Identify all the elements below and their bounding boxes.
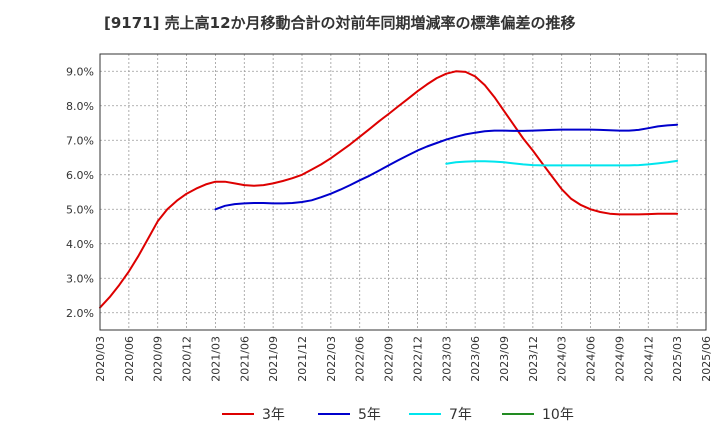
plot-area-background [100,54,706,330]
x-tick-label: 2025/03 [671,336,684,382]
x-tick-label: 2021/06 [238,336,251,382]
x-tick-label: 2025/06 [700,336,713,382]
x-tick-label: 2020/09 [152,336,165,382]
plot-area-border [99,53,707,331]
x-tick-label: 2023/03 [440,336,453,382]
x-tick-label: 2024/06 [585,336,598,382]
x-tick-label: 2020/12 [181,336,194,382]
x-tick-label: 2024/12 [642,336,655,382]
x-tick-label: 2023/12 [527,336,540,382]
y-tick-label: 7.0% [66,134,94,147]
x-tick-label: 2020/06 [123,336,136,382]
x-tick-label: 2022/06 [354,336,367,382]
legend-label-3: 7年 [449,407,472,423]
x-tick-label: 2020/03 [94,336,107,382]
y-tick-label: 4.0% [66,238,94,251]
legend-label-2: 5年 [358,407,381,423]
x-tick-label: 2022/12 [411,336,424,382]
x-tick-label: 2024/03 [556,336,569,382]
x-tick-label: 2021/12 [296,336,309,382]
y-tick-label: 9.0% [66,65,94,78]
x-tick-label: 2023/06 [469,336,482,382]
x-tick-label: 2024/09 [613,336,626,382]
y-tick-label: 6.0% [66,169,94,182]
y-tick-label: 2.0% [66,307,94,320]
legend-label-4: 10年 [542,407,574,423]
x-axis: 2020/03 2020/06 2020/09 2020/12 2021/03 2021/… [94,336,713,382]
x-tick-label: 2023/09 [498,336,511,382]
series-lines [99,70,679,309]
y-axis: 2.0% 3.0% 4.0% 5.0% 6.0% 7.0% 8.0% 9.0% [66,65,94,320]
x-tick-label: 2021/03 [209,336,222,382]
y-tick-label: 8.0% [66,100,94,113]
legend: 3年 5年 7年 10年 [222,407,574,423]
series-line-1 [99,70,679,309]
y-tick-label: 3.0% [66,272,94,285]
x-tick-label: 2022/03 [325,336,338,382]
chart-title: [9171] 売上高12か月移動合計の対前年同期増減率の標準偏差の推移 [104,14,576,32]
legend-label-1: 3年 [262,407,285,423]
x-tick-label: 2022/09 [383,336,396,382]
x-tick-label: 2021/09 [267,336,280,382]
series-line-2 [214,123,679,211]
series-line-3 [445,159,679,167]
y-tick-label: 5.0% [66,203,94,216]
